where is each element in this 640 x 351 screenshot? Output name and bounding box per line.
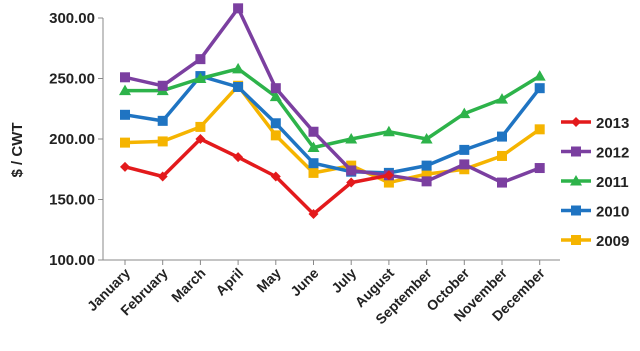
data-point-2009 [120, 137, 130, 148]
series-line-2012 [124, 6, 541, 185]
data-point-2012 [346, 165, 357, 176]
y-tick-label: 100.00 [49, 252, 95, 269]
data-point-2009 [383, 177, 394, 188]
series-line-2013 [124, 137, 390, 216]
data-point-2012 [497, 177, 507, 188]
data-point-2011 [496, 93, 508, 104]
legend-item-2012: 2012 [561, 145, 629, 162]
y-tick-label: 200.00 [49, 131, 95, 148]
series-2012 [120, 3, 545, 188]
x-tick-label: March [168, 265, 208, 305]
series-line-2011 [125, 67, 541, 150]
legend-item-2011: 2011 [561, 174, 629, 191]
y-axis-label: $ / CWT [9, 123, 26, 178]
axes [98, 17, 560, 265]
series-lines [119, 3, 546, 220]
x-tick-label: May [253, 265, 284, 296]
data-point-2012 [270, 83, 281, 94]
data-point-2013 [270, 171, 281, 182]
data-point-2010 [157, 115, 168, 126]
data-point-2012 [195, 54, 206, 65]
data-point-2012 [157, 80, 168, 91]
legend-swatch-marker [570, 175, 582, 186]
legend-swatch-marker [571, 235, 581, 245]
y-tick-label: 300.00 [49, 10, 95, 27]
legend: 2013 2012 2011 2010 2009 [561, 115, 629, 250]
data-point-2010 [421, 160, 432, 171]
data-point-2013 [195, 134, 206, 144]
data-point-2011 [458, 107, 471, 119]
data-point-2011 [307, 141, 320, 152]
data-point-2010 [120, 109, 130, 120]
data-point-2012 [421, 176, 432, 187]
series-2013 [120, 134, 394, 220]
data-point-2009 [534, 124, 545, 135]
data-point-2011 [382, 125, 395, 137]
legend-label: 2009 [596, 233, 629, 250]
legend-swatch-marker [571, 205, 581, 216]
series-2011 [119, 62, 546, 152]
data-point-2011 [194, 72, 207, 83]
data-point-2011 [232, 62, 245, 74]
data-point-2012 [534, 163, 545, 174]
data-point-2013 [233, 152, 244, 163]
data-point-2013 [346, 177, 357, 188]
legend-label: 2011 [596, 174, 629, 191]
data-point-2010 [308, 158, 319, 169]
data-point-2012 [459, 159, 470, 170]
data-point-2011 [420, 133, 433, 144]
data-point-2009 [157, 136, 168, 147]
legend-item-2013: 2013 [561, 115, 629, 132]
legend-swatch-marker [571, 117, 581, 127]
legend-label: 2010 [596, 204, 629, 221]
x-tick-label: July [328, 265, 359, 296]
data-point-2011 [533, 70, 546, 81]
data-point-2009 [497, 150, 507, 161]
data-point-2009 [308, 167, 319, 178]
legend-item-2009: 2009 [561, 233, 629, 250]
data-point-2011 [269, 90, 282, 102]
data-point-2009 [421, 169, 432, 180]
data-point-2010 [534, 83, 545, 94]
data-point-2012 [308, 126, 319, 137]
data-point-2012 [233, 3, 244, 14]
legend-item-2010: 2010 [561, 204, 629, 221]
data-point-2010 [270, 118, 281, 129]
data-point-2011 [119, 84, 131, 96]
legend-label: 2013 [596, 115, 629, 132]
data-point-2011 [345, 133, 358, 144]
x-tick-label: April [212, 265, 246, 299]
data-point-2009 [195, 121, 206, 132]
legend-label: 2012 [596, 145, 629, 162]
x-tick-label: June [287, 265, 322, 300]
legend-swatch-marker [571, 146, 581, 157]
data-point-2013 [383, 170, 394, 181]
data-point-2009 [270, 130, 281, 141]
y-tick-labels: 100.00 150.00 200.00 250.00 300.00 [49, 10, 95, 269]
data-point-2013 [120, 161, 130, 172]
data-point-2010 [497, 131, 507, 142]
data-point-2013 [308, 209, 319, 220]
data-point-2012 [120, 72, 130, 83]
series-line-2010 [124, 74, 542, 175]
data-point-2010 [233, 81, 244, 92]
y-tick-label: 250.00 [49, 71, 95, 88]
data-point-2013 [157, 171, 168, 182]
data-point-2010 [459, 144, 470, 155]
y-tick-label: 150.00 [49, 192, 95, 209]
